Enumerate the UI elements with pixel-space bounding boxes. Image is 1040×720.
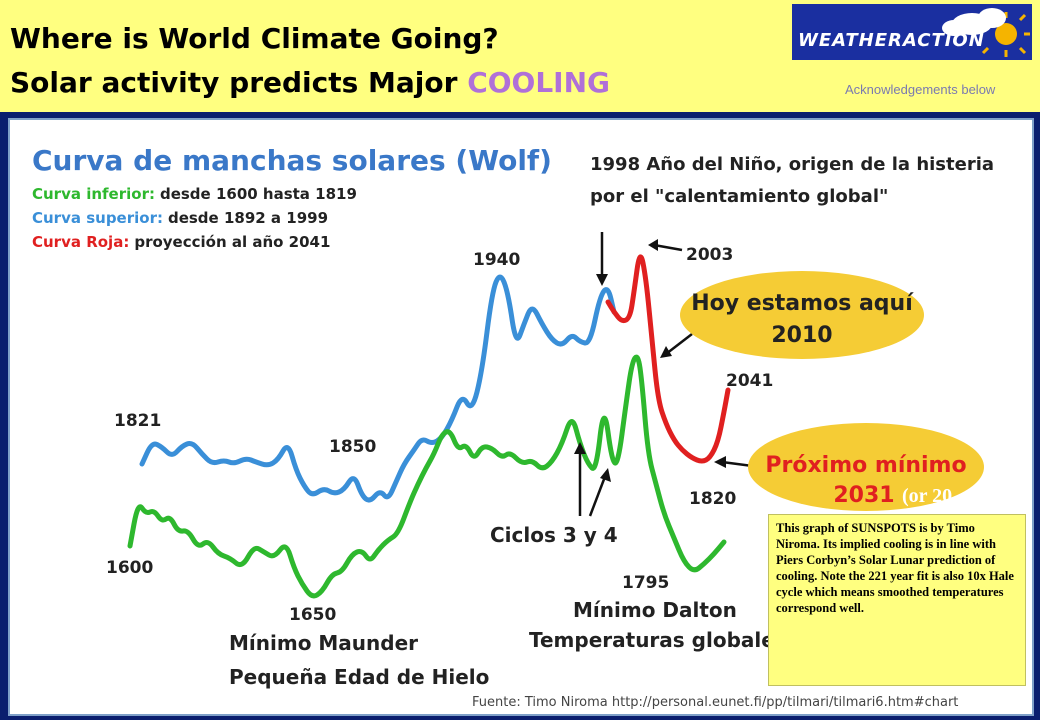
bubble-now-line1: Hoy estamos aquí: [691, 291, 914, 316]
chart-title: Curva de manchas solares (Wolf): [32, 144, 552, 177]
label-temps: Temperaturas globales: [529, 628, 787, 652]
label-1821: 1821: [114, 411, 161, 431]
bubble-min-line1: Próximo mínimo: [765, 453, 966, 478]
arrow-ciclos-right: [588, 468, 611, 517]
title-line2-prefix: Solar activity predicts Major: [10, 66, 468, 99]
cloud-sun-icon: [942, 8, 1030, 57]
bubble-min-overlay: (or 20: [902, 485, 952, 507]
legend-roja: Curva Roja: proyección al año 2041: [32, 233, 330, 251]
headline-line2: por el "calentamiento global": [590, 186, 888, 207]
label-1795: 1795: [622, 573, 669, 593]
bubble-now: [680, 271, 924, 359]
series-line-curva-inferior: [127, 354, 727, 599]
sunspot-chart: Curva de manchas solares (Wolf) Curva in…: [32, 144, 994, 710]
label-dalton: Mínimo Dalton: [573, 598, 737, 622]
series-layer: [127, 254, 731, 599]
legend-superior: Curva superior: desde 1892 a 1999: [32, 209, 328, 227]
legend-inferior-text: desde 1600 hasta 1819: [160, 185, 357, 203]
label-maunder: Mínimo Maunder: [229, 631, 418, 655]
header-banner: Where is World Climate Going? Solar acti…: [0, 0, 1040, 112]
legend-superior-text: desde 1892 a 1999: [168, 209, 328, 227]
legend-roja-label: Curva Roja:: [32, 233, 129, 251]
label-1820: 1820: [689, 489, 736, 509]
headline-line1: 1998 Año del Niño, origen de la histeria: [590, 154, 994, 175]
logo-text: WEATHERACTION: [798, 30, 985, 51]
legend-inferior-label: Curva inferior:: [32, 185, 155, 203]
arrow-2003: [648, 239, 683, 252]
series-line-curva-roja: [605, 254, 731, 464]
bubble-min-line2: 2031: [833, 483, 894, 508]
bubble-next-min: [748, 423, 984, 511]
label-1850: 1850: [329, 437, 376, 457]
bubble-now-line2: 2010: [771, 323, 832, 348]
label-hielo: Pequeña Edad de Hielo: [229, 665, 489, 689]
chart-source: Fuente: Timo Niroma http://personal.eune…: [472, 695, 958, 710]
label-2003: 2003: [686, 245, 733, 265]
title-accent-word: COOLING: [467, 66, 611, 99]
label-1600: 1600: [106, 558, 153, 578]
legend-superior-label: Curva superior:: [32, 209, 163, 227]
label-1650: 1650: [289, 605, 336, 625]
page-title-line2: Solar activity predicts Major COOLING: [10, 66, 610, 99]
explanation-note: This graph of SUNSPOTS is by Timo Niroma…: [768, 514, 1026, 686]
legend-inferior: Curva inferior: desde 1600 hasta 1819: [32, 185, 357, 203]
legend-roja-text: proyección al año 2041: [134, 233, 330, 251]
series-line-curva-superior: [139, 274, 617, 503]
label-1940: 1940: [473, 250, 520, 270]
arrow-ciclos-left: [574, 442, 586, 516]
label-2041: 2041: [726, 371, 773, 391]
page-title-line1: Where is World Climate Going?: [10, 22, 499, 55]
acknowledgements-note: Acknowledgements below: [845, 82, 996, 97]
label-ciclos: Ciclos 3 y 4: [490, 523, 618, 547]
arrow-1998: [596, 232, 608, 286]
weatheraction-logo: WEATHERACTION: [792, 4, 1032, 60]
arrow-now: [660, 333, 693, 358]
